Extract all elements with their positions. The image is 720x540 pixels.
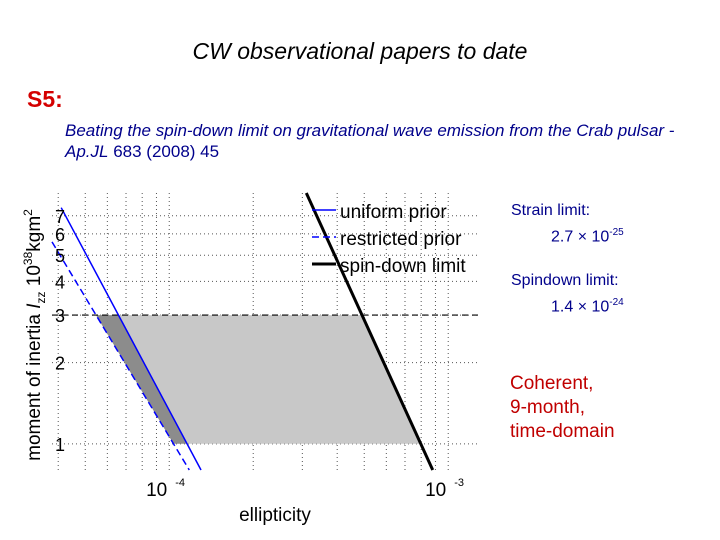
legend-label: spin-down limit — [340, 256, 466, 277]
reference-journal: JL — [90, 142, 109, 161]
paper-reference: Beating the spin-down limit on gravitati… — [65, 120, 715, 162]
slide-title: CW observational papers to date — [192, 38, 528, 64]
shaded-region — [96, 315, 188, 444]
strain-limit-note: Strain limit: 2.7 × 10-25 — [511, 200, 624, 248]
y-axis-label-part: 2 — [21, 209, 35, 216]
spindown-limit-label: Spindown limit: — [511, 272, 619, 289]
y-axis-label-part: 10 — [24, 265, 45, 291]
strain-limit-value: 2.7 × 10-25 — [511, 222, 624, 248]
spindown-limit-value: 1.4 × 10-24 — [511, 292, 624, 318]
legend-label: restricted prior — [340, 229, 462, 250]
method-line: time-domain — [510, 421, 615, 442]
series-line — [304, 192, 435, 471]
strain-limit-label: Strain limit: — [511, 202, 591, 219]
x-tick-label-exponent: -4 — [175, 477, 185, 489]
series-lines — [51, 192, 435, 471]
legend: uniform prior restricted prior spin-down l… — [312, 202, 466, 277]
spindown-limit-exponent: -24 — [609, 297, 624, 308]
y-axis-label-part: zz — [34, 292, 48, 304]
x-tick-label: 10 — [146, 480, 167, 501]
method-line: Coherent, — [510, 373, 594, 394]
y-tick-label: 6 — [55, 225, 65, 245]
section-label: S5: — [27, 86, 63, 112]
y-tick-label: 7 — [55, 207, 65, 227]
reference-text: Beating the spin-down limit on gravitati… — [65, 121, 675, 161]
y-axis-label-part: 38 — [21, 251, 35, 265]
y-tick-label: 1 — [55, 435, 65, 455]
tick-labels: 1 2 3 4 567 10 -4 10 -3 — [55, 207, 464, 501]
shaded-region — [118, 315, 421, 444]
grid — [52, 193, 480, 470]
x-tick-label: 10 — [425, 480, 446, 501]
spindown-limit-mantissa: 1.4 × 10 — [551, 298, 610, 316]
y-tick-label: 5 — [55, 246, 65, 266]
y-axis-label-part: kgm — [24, 216, 45, 252]
x-tick-label-exponent: -3 — [454, 477, 464, 489]
series-line — [51, 241, 190, 471]
series-line — [60, 207, 202, 471]
reference-citation: 683 (2008) 45 — [108, 142, 220, 161]
y-tick-label: 4 — [55, 272, 65, 292]
shaded-regions — [96, 315, 421, 444]
y-tick-label: 2 — [55, 354, 65, 374]
y-axis-label-part: I — [24, 303, 45, 309]
spindown-limit-note: Spindown limit: 1.4 × 10-24 — [511, 270, 624, 318]
strain-limit-mantissa: 2.7 × 10 — [551, 228, 610, 246]
legend-label: uniform prior — [340, 202, 447, 223]
y-axis-label-part: moment of inertia — [24, 309, 45, 461]
method-note: Coherent, 9-month, time-domain — [510, 372, 615, 444]
y-axis-label: moment of inertia Izz 1038kgm2 — [21, 209, 48, 461]
y-tick-label: 3 — [55, 306, 65, 326]
strain-limit-exponent: -25 — [609, 227, 624, 238]
y-axis-label-text: moment of inertia Izz 1038kgm2 — [21, 209, 48, 461]
method-line: 9-month, — [510, 397, 585, 418]
x-axis-label: ellipticity — [239, 505, 311, 526]
